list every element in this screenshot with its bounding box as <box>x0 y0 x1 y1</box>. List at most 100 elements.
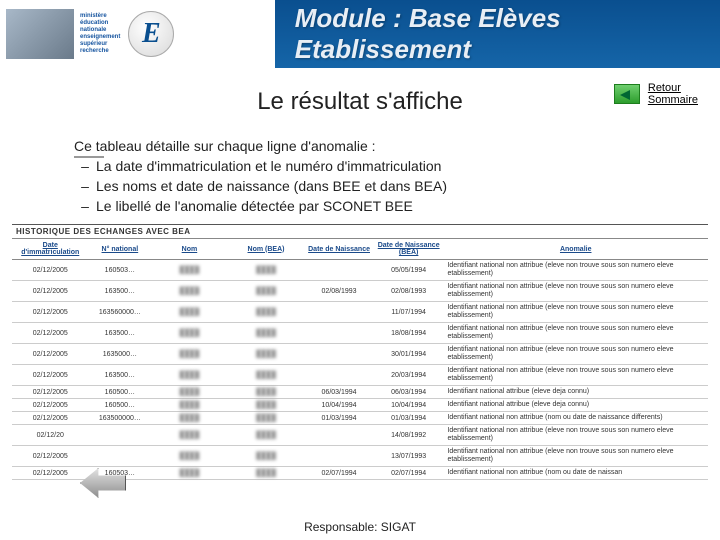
table-cell: ████ <box>151 399 228 412</box>
table-row: 02/12/2005████████13/07/1993Identifiant … <box>12 446 708 467</box>
table-cell: 02/12/2005 <box>12 467 89 480</box>
table-cell <box>304 446 374 467</box>
retour-sommaire-link[interactable]: Retour Sommaire <box>614 82 698 106</box>
ministry-text: ministère éducation nationale enseigneme… <box>80 13 120 55</box>
table-cell: 02/12/2005 <box>12 365 89 386</box>
table-cell: 06/03/1994 <box>374 386 444 399</box>
intro-item: –Les noms et date de naissance (dans BEE… <box>74 176 720 196</box>
table-cell: Identifiant national non attribue (eleve… <box>443 323 708 344</box>
table-row: 02/12/2005160503…████████05/05/1994Ident… <box>12 260 708 281</box>
table-cell: ████ <box>228 467 305 480</box>
table-row: 02/12/2005160500…████████10/04/199410/04… <box>12 399 708 412</box>
table-col-header[interactable]: Date d'immatriculation <box>12 239 89 260</box>
table-cell: Identifiant national attribue (eleve dej… <box>443 386 708 399</box>
retour-arrow-icon <box>614 84 640 104</box>
table-cell: Identifiant national attribue (eleve dej… <box>443 399 708 412</box>
table-cell: Identifiant national non attribue (eleve… <box>443 425 708 446</box>
headline-row: Le résultat s'affiche Retour Sommaire <box>0 82 720 122</box>
table-cell: ████ <box>151 302 228 323</box>
table-cell: 02/12/20 <box>12 425 89 446</box>
table-cell: ████ <box>228 386 305 399</box>
intro-item: –Le libellé de l'anomalie détectée par S… <box>74 196 720 216</box>
table-cell: 18/08/1994 <box>374 323 444 344</box>
table-col-header[interactable]: Anomalie <box>443 239 708 260</box>
table-cell: 11/07/1994 <box>374 302 444 323</box>
table-cell: 30/01/1994 <box>374 344 444 365</box>
table-cell: ████ <box>228 281 305 302</box>
table-cell: 02/12/2005 <box>12 323 89 344</box>
table-cell: 10/04/1994 <box>374 399 444 412</box>
table-cell: 02/12/2005 <box>12 260 89 281</box>
table-cell: Identifiant national non attribue (nom o… <box>443 412 708 425</box>
table-cell <box>304 425 374 446</box>
intro-block: Ce tableau détaille sur chaque ligne d'a… <box>74 136 720 216</box>
table-row: 02/12/2005163500…████████02/08/199302/08… <box>12 281 708 302</box>
table-cell: 13/07/1993 <box>374 446 444 467</box>
retour-text: Retour Sommaire <box>648 82 698 106</box>
table-col-header[interactable]: Date de Naissance (BEA) <box>374 239 444 260</box>
table-row: 02/12/2005163560000…████████11/07/1994Id… <box>12 302 708 323</box>
table-cell: ████ <box>151 323 228 344</box>
table-cell: 160500… <box>89 399 152 412</box>
table-row: 02/12/2005160500…████████06/03/199406/03… <box>12 386 708 399</box>
table-cell: 02/12/2005 <box>12 386 89 399</box>
page-title: Le résultat s'affiche <box>257 88 463 116</box>
table-cell: ████ <box>151 446 228 467</box>
table-region: HISTORIQUE DES ECHANGES AVEC BEA Date d'… <box>12 224 708 488</box>
table-cell <box>304 260 374 281</box>
table-cell: ████ <box>228 323 305 344</box>
table-cell: 163500000… <box>89 412 152 425</box>
table-header-row: Date d'immatriculationN° nationalNomNom … <box>12 239 708 260</box>
header-left: ministère éducation nationale enseigneme… <box>0 0 275 68</box>
table-row: 02/12/2005163500…████████18/08/1994Ident… <box>12 323 708 344</box>
table-cell <box>304 365 374 386</box>
table-cell: 1635000… <box>89 344 152 365</box>
table-cell: ████ <box>151 365 228 386</box>
table-cell: ████ <box>228 260 305 281</box>
table-cell: 163560000… <box>89 302 152 323</box>
table-cell: ████ <box>228 302 305 323</box>
table-cell: ████ <box>228 412 305 425</box>
table-col-header[interactable]: Date de Naissance <box>304 239 374 260</box>
footer-text: Responsable: SIGAT <box>0 520 720 534</box>
table-cell: 163500… <box>89 281 152 302</box>
table-cell: ████ <box>151 344 228 365</box>
table-cell: ████ <box>151 467 228 480</box>
table-cell: ████ <box>151 260 228 281</box>
table-cell: 02/12/2005 <box>12 399 89 412</box>
table-cell: ████ <box>151 386 228 399</box>
intro-item: –La date d'immatriculation et le numéro … <box>74 156 720 176</box>
table-cell: 10/04/1994 <box>304 399 374 412</box>
table-col-header[interactable]: Nom (BEA) <box>228 239 305 260</box>
table-cell: ████ <box>151 425 228 446</box>
table-cell: 02/12/2005 <box>12 446 89 467</box>
table-cell: ████ <box>228 399 305 412</box>
table-cell: 02/12/2005 <box>12 302 89 323</box>
table-row: 02/12/2005163500000…████████01/03/199401… <box>12 412 708 425</box>
table-cell: 02/12/2005 <box>12 281 89 302</box>
table-cell: 14/08/1992 <box>374 425 444 446</box>
table-cell: ████ <box>228 446 305 467</box>
table-cell: 05/05/1994 <box>374 260 444 281</box>
table-cell <box>304 323 374 344</box>
table-cell: 160503… <box>89 260 152 281</box>
table-cell: 02/12/2005 <box>12 412 89 425</box>
table-cell: 02/07/1994 <box>304 467 374 480</box>
table-cell: ████ <box>151 281 228 302</box>
table-cell: 02/08/1993 <box>304 281 374 302</box>
table-col-header[interactable]: N° national <box>89 239 152 260</box>
table-cell: ████ <box>228 425 305 446</box>
header-photo <box>6 9 74 59</box>
table-cell: 160500… <box>89 386 152 399</box>
table-cell: 163500… <box>89 365 152 386</box>
module-title: Module : Base Elèves Etablissement <box>295 3 720 65</box>
table-cell: 01/03/1994 <box>374 412 444 425</box>
table-col-header[interactable]: Nom <box>151 239 228 260</box>
table-cell: 01/03/1994 <box>304 412 374 425</box>
table-row: 02/12/20051635000…████████30/01/1994Iden… <box>12 344 708 365</box>
header-bar: ministère éducation nationale enseigneme… <box>0 0 720 68</box>
table-cell <box>89 425 152 446</box>
table-section-title: HISTORIQUE DES ECHANGES AVEC BEA <box>12 225 708 239</box>
table-cell: Identifiant national non attribue (eleve… <box>443 344 708 365</box>
table-cell: Identifiant national non attribue (eleve… <box>443 365 708 386</box>
